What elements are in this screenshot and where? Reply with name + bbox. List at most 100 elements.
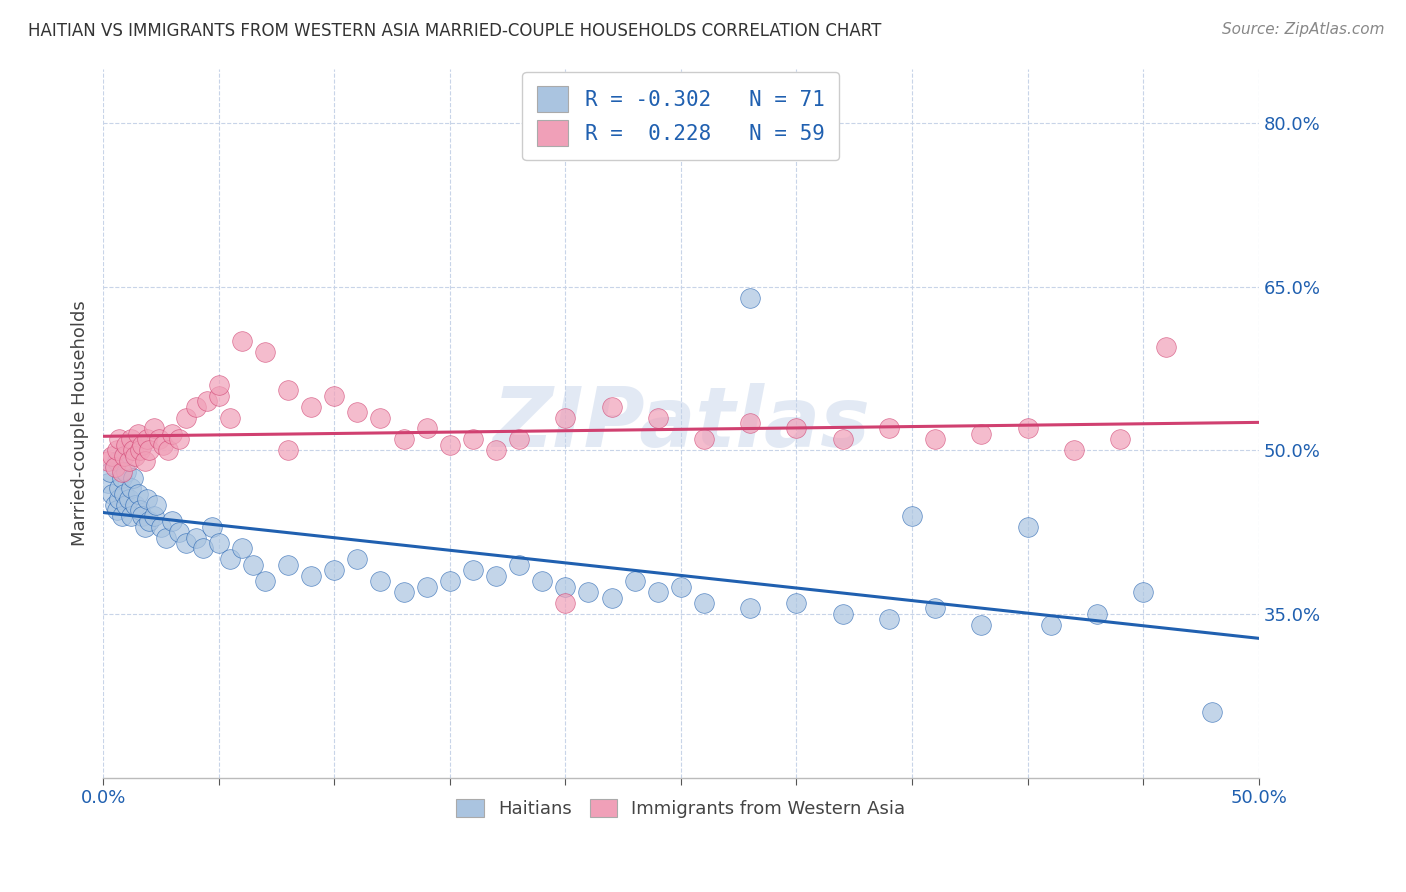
Point [131,438,153,452]
Point [117,454,139,468]
Point [134,454,156,468]
Legend: Haitians, Immigrants from Western Asia: Haitians, Immigrants from Western Asia [449,791,912,825]
Point [693,596,716,610]
Point [124,498,146,512]
Point [600,591,623,605]
Point [110,508,132,523]
Point [877,612,900,626]
Point [277,384,299,398]
Point [1063,443,1085,458]
Point [508,558,530,572]
Point [98,465,121,479]
Point [219,552,242,566]
Point [740,291,762,305]
Point [370,410,392,425]
Point [554,580,576,594]
Point [693,433,716,447]
Point [195,394,218,409]
Point [156,443,179,458]
Point [184,531,207,545]
Point [129,503,152,517]
Point [392,585,415,599]
Point [131,508,153,523]
Point [127,487,149,501]
Point [110,465,132,479]
Point [740,601,762,615]
Point [370,574,392,589]
Y-axis label: Married-couple Households: Married-couple Households [72,301,89,546]
Point [439,574,461,589]
Point [176,536,198,550]
Point [1039,617,1062,632]
Point [231,334,253,349]
Point [115,438,138,452]
Point [277,558,299,572]
Point [101,487,124,501]
Point [647,410,669,425]
Point [143,421,166,435]
Point [531,574,554,589]
Point [115,465,138,479]
Point [138,514,160,528]
Point [112,449,135,463]
Point [127,426,149,441]
Point [785,421,807,435]
Point [439,438,461,452]
Point [117,492,139,507]
Point [1017,421,1039,435]
Point [1109,433,1132,447]
Point [136,492,159,507]
Point [785,596,807,610]
Point [554,410,576,425]
Point [578,585,600,599]
Point [122,443,145,458]
Point [346,405,368,419]
Point [104,459,127,474]
Text: ZIPatlas: ZIPatlas [492,383,870,464]
Point [323,563,346,577]
Point [176,410,198,425]
Point [136,433,159,447]
Point [346,552,368,566]
Text: Source: ZipAtlas.com: Source: ZipAtlas.com [1222,22,1385,37]
Point [461,563,484,577]
Point [877,421,900,435]
Point [740,416,762,430]
Point [924,433,946,447]
Point [129,443,152,458]
Point [1132,585,1154,599]
Point [108,492,131,507]
Point [134,519,156,533]
Point [138,443,160,458]
Point [623,574,645,589]
Point [120,508,142,523]
Point [231,541,253,556]
Point [1017,519,1039,533]
Point [184,400,207,414]
Point [831,433,853,447]
Point [105,503,128,517]
Point [97,476,120,491]
Point [120,482,142,496]
Point [277,443,299,458]
Point [112,487,135,501]
Point [323,389,346,403]
Point [219,410,242,425]
Point [162,426,184,441]
Point [97,454,120,468]
Point [669,580,692,594]
Point [253,574,276,589]
Point [924,601,946,615]
Point [115,498,138,512]
Point [105,443,128,458]
Point [647,585,669,599]
Point [970,426,993,441]
Point [104,498,127,512]
Point [299,400,322,414]
Point [162,514,184,528]
Point [169,525,191,540]
Point [101,449,124,463]
Point [554,596,576,610]
Point [392,433,415,447]
Point [208,536,231,550]
